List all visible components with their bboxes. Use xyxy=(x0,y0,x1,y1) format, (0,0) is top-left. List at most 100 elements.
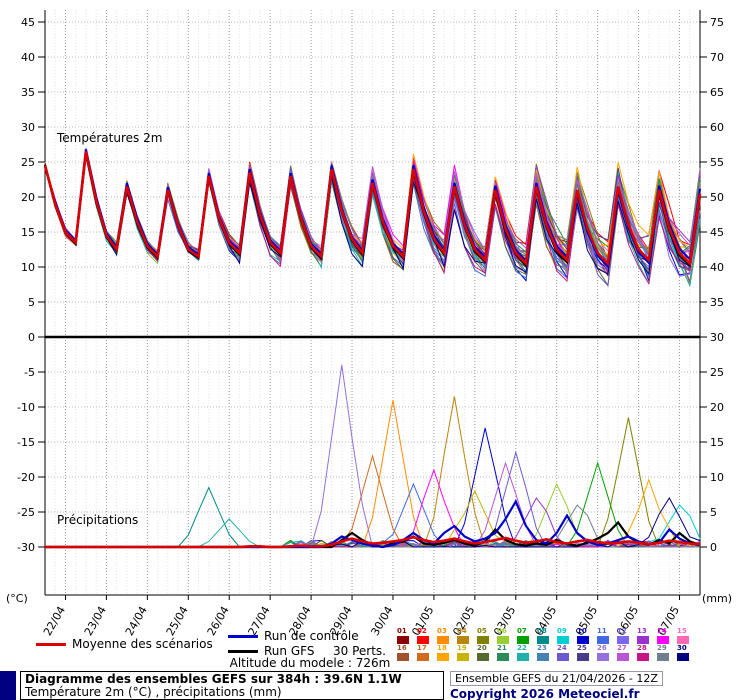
svg-text:15: 15 xyxy=(710,436,724,449)
pert-legend-18: 18 xyxy=(437,644,457,661)
svg-text:35: 35 xyxy=(21,86,35,99)
pert-color-swatch xyxy=(437,636,449,644)
precipitation-panel-label: Précipitations xyxy=(57,513,139,527)
pert-legend-12: 12 xyxy=(617,627,637,644)
pert-color-swatch xyxy=(497,636,509,644)
pert-color-swatch xyxy=(397,636,409,644)
pert-legend-11: 11 xyxy=(597,627,617,644)
pert-legend-15: 15 xyxy=(677,627,697,644)
svg-text:15: 15 xyxy=(21,226,35,239)
pert-legend-22: 22 xyxy=(517,644,537,661)
pert-number: 19 xyxy=(457,644,467,652)
svg-text:45: 45 xyxy=(21,16,35,29)
pert-legend-13: 13 xyxy=(637,627,657,644)
pert-number: 08 xyxy=(537,627,547,635)
pert-legend-03: 03 xyxy=(437,627,457,644)
footer-left-strip xyxy=(0,671,16,700)
perts-count-label: 30 Perts. xyxy=(333,644,386,658)
model-altitude-note: Altitude du modele : 726m xyxy=(229,656,391,670)
pert-number: 07 xyxy=(517,627,527,635)
pert-number: 11 xyxy=(597,627,607,635)
chart-caption-box: Diagramme des ensembles GEFS sur 384h : … xyxy=(20,671,444,700)
pert-color-swatch xyxy=(597,653,609,661)
pert-color-swatch xyxy=(517,636,529,644)
legend-mean: Moyenne des scénarios xyxy=(36,637,213,651)
pert-legend-30: 30 xyxy=(677,644,697,661)
pert-color-swatch xyxy=(417,636,429,644)
svg-text:65: 65 xyxy=(710,86,724,99)
svg-text:35: 35 xyxy=(710,296,724,309)
svg-text:75: 75 xyxy=(710,16,724,29)
pert-color-swatch xyxy=(457,636,469,644)
pert-number: 05 xyxy=(477,627,487,635)
pert-legend-19: 19 xyxy=(457,644,477,661)
pert-legend-24: 24 xyxy=(557,644,577,661)
left-axis-unit-label: (°C) xyxy=(6,592,28,605)
pert-legend-04: 04 xyxy=(457,627,477,644)
pert-color-swatch xyxy=(577,653,589,661)
pert-number: 13 xyxy=(637,627,647,635)
pert-number: 30 xyxy=(677,644,687,652)
pert-color-swatch xyxy=(477,653,489,661)
pert-number: 16 xyxy=(397,644,407,652)
pert-number: 21 xyxy=(497,644,507,652)
perturbation-legend: 01 02 03 04 05 06 07 08 09 10 11 12 13 14 15 16 17 18 19 20… xyxy=(397,627,702,661)
svg-text:70: 70 xyxy=(710,51,724,64)
pert-number: 01 xyxy=(397,627,407,635)
svg-text:20: 20 xyxy=(21,191,35,204)
pert-legend-26: 26 xyxy=(597,644,617,661)
pert-number: 06 xyxy=(497,627,507,635)
svg-text:60: 60 xyxy=(710,121,724,134)
pert-color-swatch xyxy=(657,636,669,644)
pert-number: 17 xyxy=(417,644,427,652)
right-axis-unit-label: (mm) xyxy=(702,592,733,605)
svg-text:25/04: 25/04 xyxy=(164,604,191,638)
pert-color-swatch xyxy=(677,653,689,661)
legend-gfs: Run GFS xyxy=(228,644,314,658)
chart-subtitle: Température 2m (°C) , précipitations (mm… xyxy=(25,685,282,699)
pert-legend-01: 01 xyxy=(397,627,417,644)
pert-legend-06: 06 xyxy=(497,627,517,644)
pert-legend-05: 05 xyxy=(477,627,497,644)
svg-text:5: 5 xyxy=(28,296,35,309)
pert-color-swatch xyxy=(537,653,549,661)
pert-color-swatch xyxy=(477,636,489,644)
pert-number: 22 xyxy=(517,644,527,652)
pert-color-swatch xyxy=(577,636,589,644)
svg-text:40: 40 xyxy=(21,51,35,64)
svg-text:50: 50 xyxy=(710,191,724,204)
pert-color-swatch xyxy=(457,653,469,661)
svg-text:-10: -10 xyxy=(17,401,35,414)
pert-number: 23 xyxy=(537,644,547,652)
legend-control-label: Run de contrôle xyxy=(264,629,359,643)
svg-text:10: 10 xyxy=(21,261,35,274)
control-line-swatch xyxy=(228,634,258,638)
pert-number: 28 xyxy=(637,644,647,652)
svg-text:20: 20 xyxy=(710,401,724,414)
svg-text:30/04: 30/04 xyxy=(368,604,395,638)
pert-color-swatch xyxy=(617,653,629,661)
pert-number: 18 xyxy=(437,644,447,652)
pert-legend-27: 27 xyxy=(617,644,637,661)
pert-number: 27 xyxy=(617,644,627,652)
svg-text:45: 45 xyxy=(710,226,724,239)
pert-number: 14 xyxy=(657,627,667,635)
svg-text:30: 30 xyxy=(21,121,35,134)
pert-color-swatch xyxy=(677,636,689,644)
svg-text:24/04: 24/04 xyxy=(123,604,150,638)
pert-number: 20 xyxy=(477,644,487,652)
pert-legend-29: 29 xyxy=(657,644,677,661)
pert-legend-14: 14 xyxy=(657,627,677,644)
svg-text:-30: -30 xyxy=(17,541,35,554)
gfs-line-swatch xyxy=(228,649,258,653)
legend-control: Run de contrôle xyxy=(228,629,359,643)
pert-legend-17: 17 xyxy=(417,644,437,661)
legend-mean-label: Moyenne des scénarios xyxy=(72,637,213,651)
pert-legend-20: 20 xyxy=(477,644,497,661)
pert-color-swatch xyxy=(497,653,509,661)
svg-text:30: 30 xyxy=(710,331,724,344)
pert-number: 12 xyxy=(617,627,627,635)
copyright-text: Copyright 2026 Meteociel.fr xyxy=(450,687,640,700)
